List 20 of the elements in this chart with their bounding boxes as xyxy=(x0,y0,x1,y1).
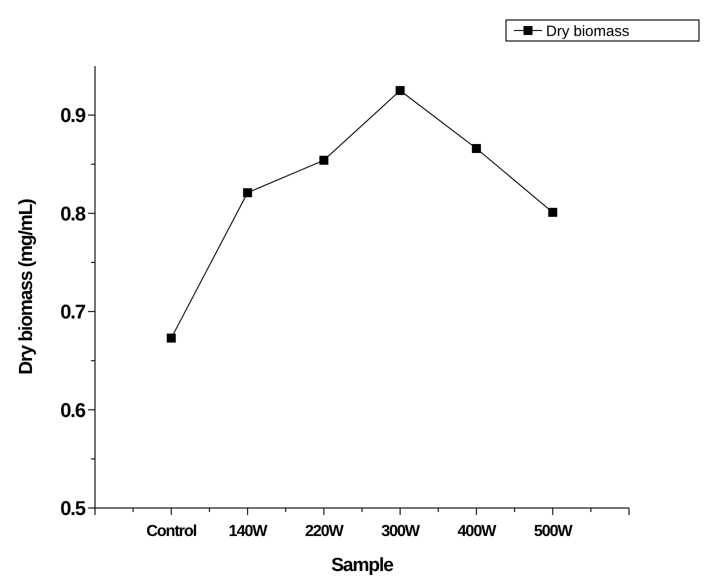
x-tick-label: 500W xyxy=(534,523,574,540)
y-axis-title: Dry biomass (mg/mL) xyxy=(16,198,37,375)
x-tick-label: Control xyxy=(146,523,197,540)
y-tick-label: 0.5 xyxy=(60,498,86,520)
point xyxy=(472,144,481,154)
legend-label: Dry biomass xyxy=(546,22,630,40)
x-tick-label: 140W xyxy=(228,523,268,540)
point xyxy=(166,334,176,343)
x-tick-label: 300W xyxy=(381,523,421,540)
x-axis-title: Sample xyxy=(331,555,394,576)
point xyxy=(548,208,558,217)
y-tick-label: 0.9 xyxy=(60,105,86,128)
point xyxy=(243,188,252,198)
y-tick-label: 0.6 xyxy=(60,400,86,422)
y-tick-label: 0.7 xyxy=(60,302,86,324)
point xyxy=(319,156,328,165)
point xyxy=(396,86,405,96)
x-tick-label: 400W xyxy=(458,523,498,540)
x-tick-label: 220W xyxy=(304,523,345,540)
y-tick-label: 0.8 xyxy=(60,203,86,226)
